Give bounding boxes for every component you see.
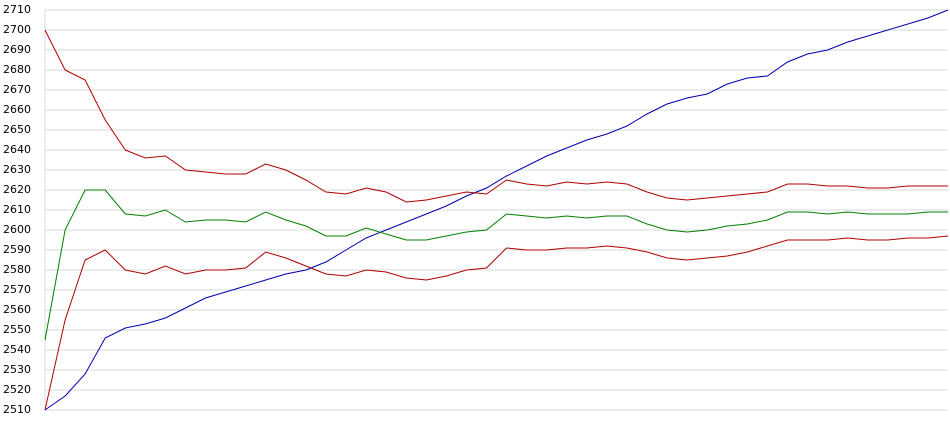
- y-tick-label: 2550: [3, 323, 31, 336]
- y-tick-label: 2600: [3, 223, 31, 236]
- y-tick-label: 2620: [3, 183, 31, 196]
- y-tick-label: 2640: [3, 143, 31, 156]
- y-tick-label: 2610: [3, 203, 31, 216]
- y-tick-label: 2520: [3, 383, 31, 396]
- y-tick-label: 2670: [3, 83, 31, 96]
- y-tick-label: 2660: [3, 103, 31, 116]
- y-tick-label: 2700: [3, 23, 31, 36]
- y-tick-label: 2690: [3, 43, 31, 56]
- y-tick-label: 2710: [3, 3, 31, 16]
- y-tick-label: 2570: [3, 283, 31, 296]
- line-series: [44, 189, 948, 341]
- y-tick-label: 2510: [3, 403, 31, 416]
- y-tick-label: 2630: [3, 163, 31, 176]
- y-tick-label: 2680: [3, 63, 31, 76]
- y-tick-label: 2560: [3, 303, 31, 316]
- y-tick-label: 2530: [3, 363, 31, 376]
- y-tick-label: 2590: [3, 243, 31, 256]
- y-tick-label: 2650: [3, 123, 31, 136]
- y-tick-label: 2580: [3, 263, 31, 276]
- y-tick-label: 2540: [3, 343, 31, 356]
- line-series: [44, 9, 949, 411]
- line-series: [44, 235, 949, 411]
- line-series: [44, 29, 948, 203]
